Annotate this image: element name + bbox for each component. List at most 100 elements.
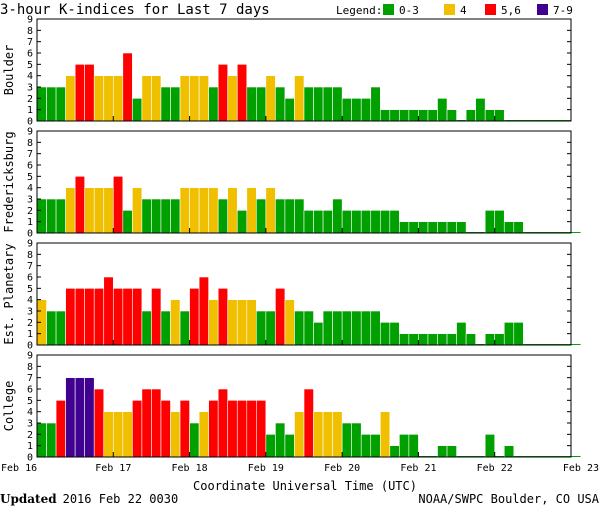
k-bar: [379, 210, 391, 234]
y-tick-label: 2: [27, 94, 33, 105]
k-bar: [322, 86, 333, 122]
y-tick-label: 0: [27, 453, 33, 464]
k-bar: [332, 86, 343, 122]
y-tick-label: 1: [27, 441, 33, 452]
y-tick-label: 9: [27, 239, 33, 250]
k-bar: [84, 288, 95, 346]
k-bar: [122, 288, 133, 346]
x-tick-label: Feb 19: [248, 463, 284, 474]
k-bar: [122, 411, 133, 458]
y-tick-label: 4: [27, 71, 33, 82]
k-bar: [341, 422, 352, 458]
k-bar: [418, 109, 429, 122]
k-bar: [189, 187, 200, 234]
k-bar: [46, 86, 57, 122]
x-tick-label: Feb 16: [1, 463, 37, 474]
k-bar: [294, 75, 305, 122]
k-bar: [399, 333, 410, 346]
k-bar: [484, 109, 496, 122]
k-bar: [179, 310, 190, 346]
k-bar: [360, 98, 372, 122]
station-label: Est. Planetary: [2, 243, 16, 344]
k-bar: [446, 109, 457, 122]
k-bar: [465, 333, 476, 346]
k-bar: [74, 176, 85, 234]
k-bar: [503, 221, 515, 234]
k-bar: [198, 411, 209, 458]
k-bar: [65, 288, 76, 346]
k-bar: [208, 86, 219, 122]
k-bar: [84, 64, 95, 122]
k-bar: [379, 109, 391, 122]
k-bar: [351, 98, 362, 122]
k-bar: [208, 400, 219, 458]
y-tick-label: 3: [27, 195, 33, 206]
y-tick-label: 0: [27, 117, 33, 128]
y-tick-label: 5: [27, 396, 33, 407]
k-bar: [284, 434, 295, 458]
k-bar: [465, 109, 476, 122]
y-tick-label: 7: [27, 373, 33, 384]
k-bar: [236, 64, 248, 122]
k-bar: [46, 310, 57, 346]
station-label: College: [2, 381, 16, 432]
k-bar: [236, 400, 248, 458]
k-bar: [456, 221, 467, 234]
y-tick-label: 9: [27, 127, 33, 138]
k-bar: [399, 109, 410, 122]
k-bar: [151, 388, 162, 458]
k-bar: [189, 75, 200, 122]
k-bar: [370, 310, 381, 346]
k-bar: [446, 221, 457, 234]
legend-entry-label: 5,6: [501, 4, 521, 17]
k-bar: [217, 388, 229, 458]
k-bar: [275, 86, 286, 122]
k-bar: [408, 434, 419, 458]
k-bar: [275, 288, 286, 346]
k-bar: [170, 86, 181, 122]
k-bar: [360, 434, 372, 458]
k-bar: [370, 434, 381, 458]
k-bar: [351, 422, 362, 458]
k-bar: [208, 187, 219, 234]
k-bar: [437, 445, 448, 458]
k-bar: [160, 86, 171, 122]
y-tick-label: 2: [27, 430, 33, 441]
source-credit: NOAA/SWPC Boulder, CO USA: [418, 492, 599, 506]
panel-frame: [36, 18, 572, 122]
k-bar: [389, 445, 400, 458]
updated-label: Updated: [0, 492, 57, 506]
k-bar: [513, 221, 524, 234]
k-bar: [256, 400, 267, 458]
k-bar: [294, 411, 305, 458]
k-bar: [265, 310, 276, 346]
k-bar: [170, 411, 181, 458]
k-bar: [236, 299, 248, 346]
updated-line: Updated 2016 Feb 22 0030: [0, 492, 178, 506]
k-bar: [322, 210, 333, 234]
k-bar: [55, 198, 66, 234]
k-bar: [189, 288, 200, 346]
k-bar: [141, 75, 152, 122]
legend-swatch: [485, 4, 496, 15]
k-bar: [170, 299, 181, 346]
k-bar: [484, 434, 496, 458]
k-bar: [112, 75, 124, 122]
y-tick-label: 9: [27, 351, 33, 362]
k-bar: [313, 411, 324, 458]
k-bar: [332, 198, 343, 234]
x-tick-label: Feb 20: [324, 463, 360, 474]
y-tick-label: 3: [27, 419, 33, 430]
k-bar: [74, 288, 85, 346]
k-bar: [503, 445, 515, 458]
legend-entry-label: 0-3: [399, 4, 419, 17]
legend-entry-label: 4: [460, 4, 467, 17]
k-bar: [332, 411, 343, 458]
k-bar: [246, 86, 257, 122]
k-bar: [84, 377, 95, 458]
k-bar: [341, 310, 352, 346]
y-tick-label: 8: [27, 26, 33, 37]
k-bar: [360, 210, 372, 234]
y-tick-label: 5: [27, 172, 33, 183]
